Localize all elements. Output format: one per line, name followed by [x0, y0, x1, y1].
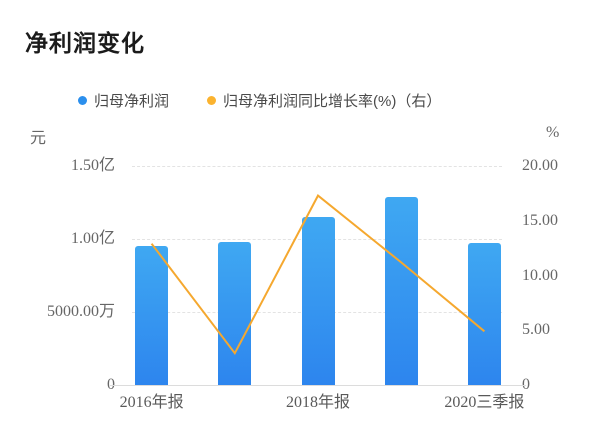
right-axis-tick: 20.00 [522, 157, 558, 174]
x-axis-label-2016年报: 2016年报 [119, 394, 184, 411]
right-axis-tick: 15.00 [522, 211, 558, 229]
yellow-dot-icon [207, 95, 217, 105]
legend-label-net-profit: 归母净利润 [94, 92, 170, 110]
right-axis-tick: 0 [522, 376, 530, 393]
growth-rate-line-layer [150, 194, 486, 356]
growth-rate-line[interactable] [150, 194, 486, 356]
left-axis-unit: 元 [30, 130, 47, 147]
bar-2018年报[interactable] [301, 216, 335, 385]
plot-area [110, 160, 526, 386]
left-axis-tick: 1.50亿 [70, 157, 115, 174]
left-axis-tick: 5000.00万 [46, 303, 115, 320]
blue-dot-icon [78, 95, 87, 105]
bar-2017年报[interactable] [218, 241, 252, 385]
legend-label-growth-rate: 归母净利润同比增长率(%)（右） [223, 92, 442, 110]
x-axis-label-2018年报: 2018年报 [285, 394, 350, 411]
bar-2019年报[interactable] [384, 196, 418, 385]
left-axis-tick: 1.00亿 [70, 230, 115, 247]
page-title: 净利润变化 [25, 30, 145, 56]
legend: 归母净利润 归母净利润同比增长率(%)（右） [78, 90, 441, 110]
bar-2020三季报[interactable] [467, 243, 501, 385]
right-axis-tick: 5.00 [522, 321, 550, 339]
x-axis-label-2020三季报: 2020三季报 [444, 394, 525, 411]
left-axis-tick: 0 [107, 376, 115, 393]
gridline [132, 166, 502, 167]
legend-item-net-profit[interactable]: 归母净利润 [78, 90, 169, 111]
bar-2016年报[interactable] [135, 245, 169, 385]
legend-item-growth-rate[interactable]: 归母净利润同比增长率(%)（右） [207, 90, 441, 111]
right-axis-tick: 10.00 [522, 266, 558, 284]
right-axis-unit: % [546, 124, 560, 141]
